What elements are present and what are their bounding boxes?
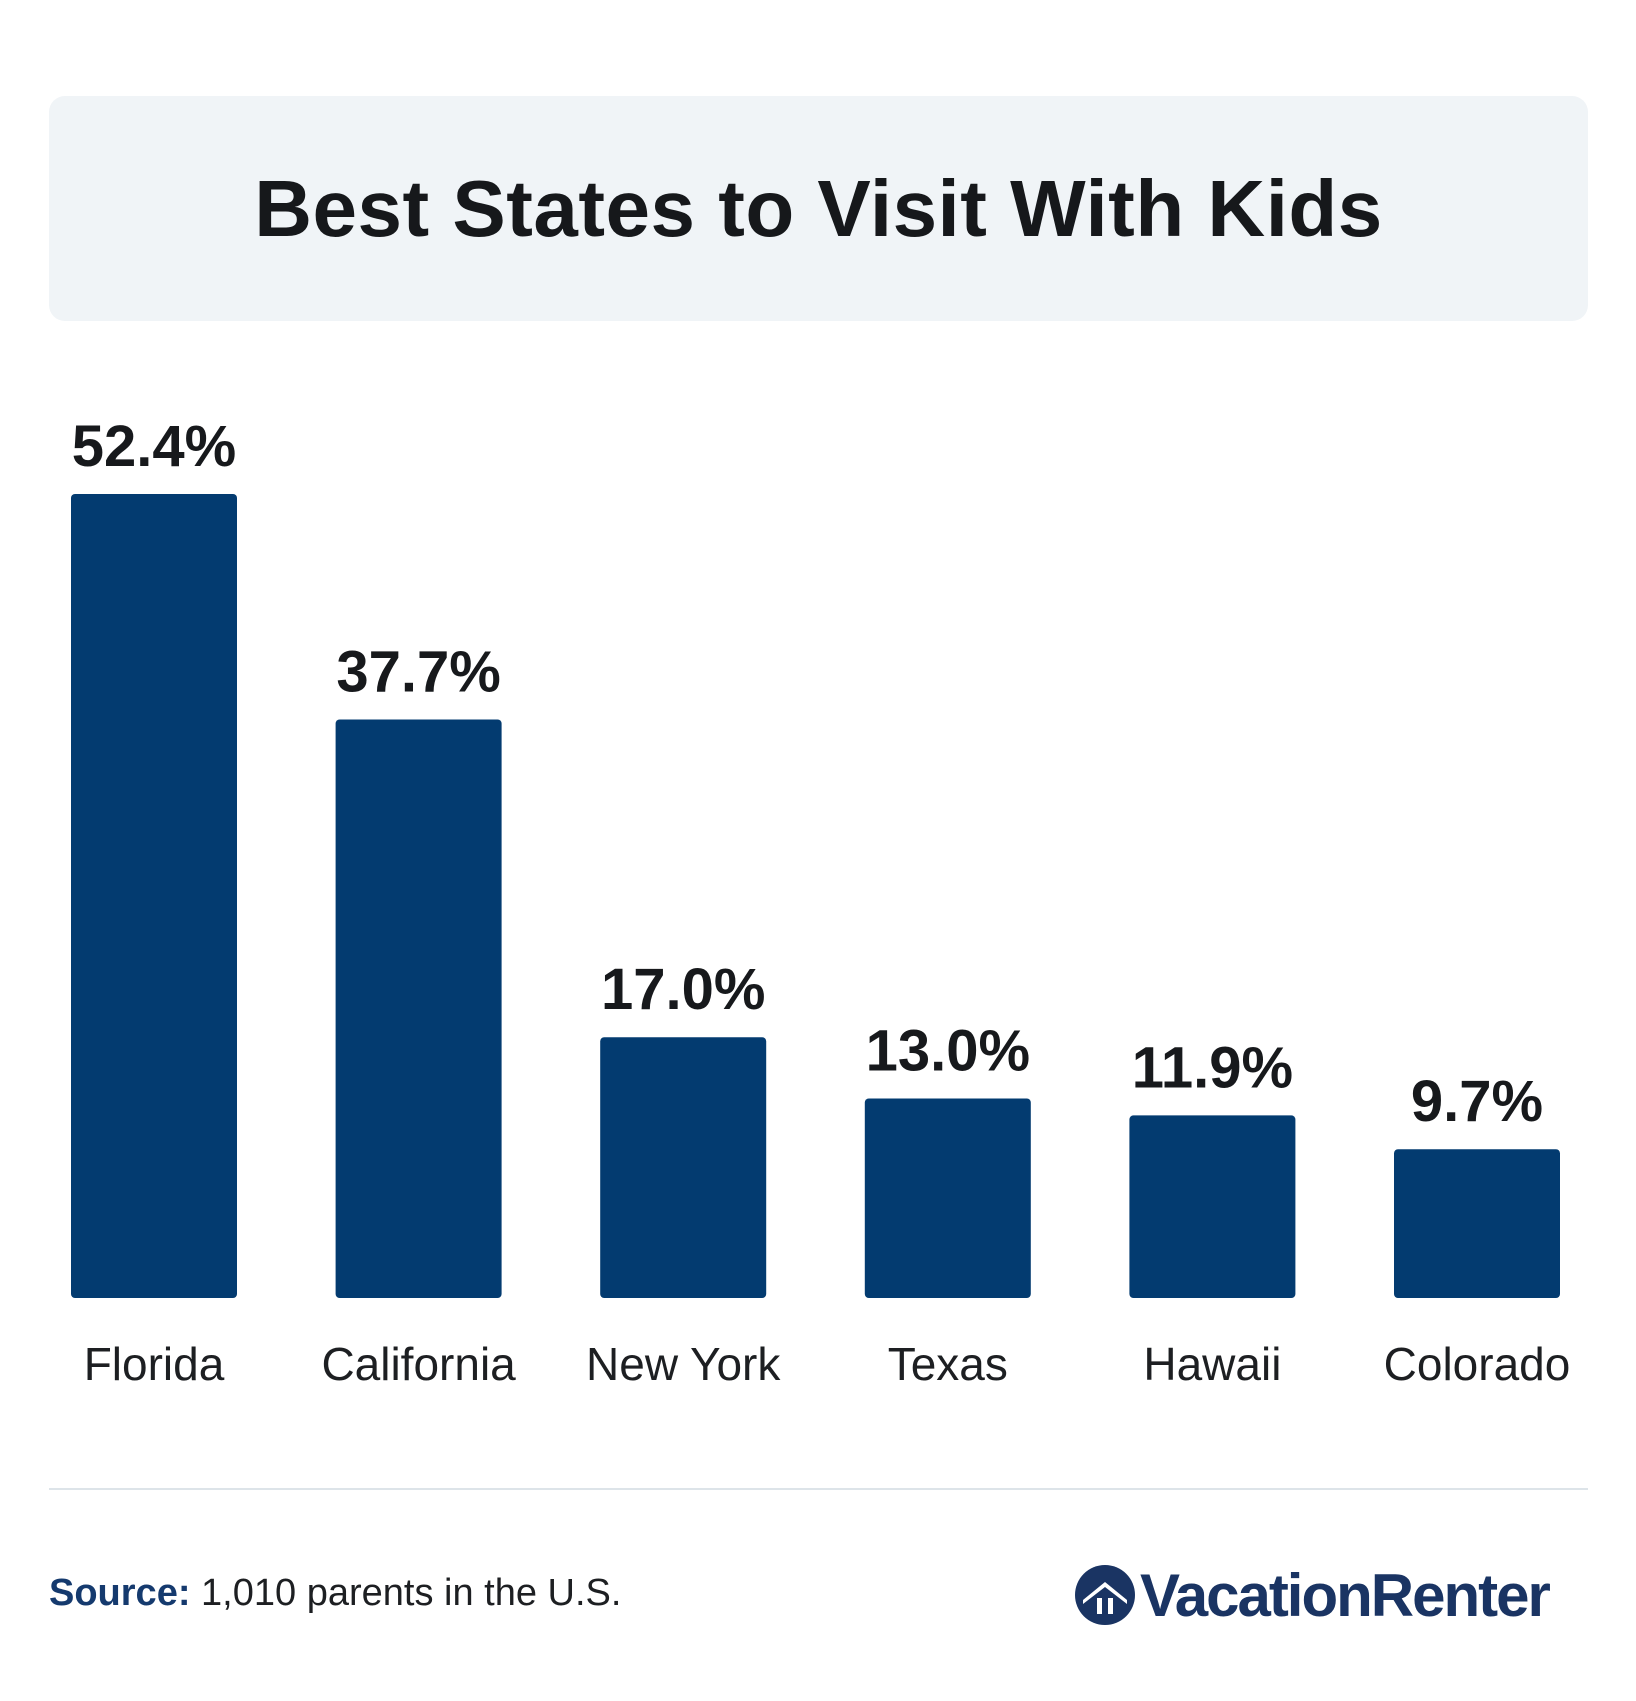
bar-texas: [864, 1098, 1031, 1298]
source-text: 1,010 parents in the U.S.: [190, 1572, 622, 1614]
category-label: Texas: [888, 1338, 1008, 1390]
chart-title: Best States to Visit With Kids: [254, 163, 1383, 253]
category-label: Hawaii: [1143, 1338, 1281, 1390]
category-label: Florida: [84, 1338, 225, 1390]
data-label: 11.9%: [1132, 1035, 1293, 1100]
source-note: Source: 1,010 parents in the U.S.: [49, 1572, 621, 1615]
house-in-circle-icon: [1075, 1565, 1135, 1625]
data-label: 17.0%: [601, 957, 765, 1022]
data-label: 37.7%: [336, 640, 500, 705]
bar-colorado: [1394, 1149, 1560, 1298]
category-label: New York: [586, 1338, 781, 1390]
bar-hawaii: [1129, 1115, 1296, 1298]
data-label: 9.7%: [1411, 1069, 1543, 1134]
category-label: Colorado: [1384, 1338, 1571, 1390]
bar-california: [335, 719, 502, 1298]
source-label: Source:: [49, 1572, 191, 1614]
category-label: California: [321, 1338, 516, 1390]
data-label: 52.4%: [72, 414, 236, 479]
brand-logo: VacationRenter: [1074, 1560, 1551, 1630]
bar-new-york: [600, 1037, 767, 1298]
bar-florida: [71, 494, 237, 1298]
title-banner: Best States to Visit With Kids: [49, 96, 1588, 321]
brand-name: VacationRenter: [1140, 1561, 1551, 1629]
bar-chart: 52.4% Florida 37.7% California 17.0% New York…: [71, 414, 1571, 1390]
footer-divider: [49, 1488, 1588, 1490]
data-label: 13.0%: [866, 1019, 1030, 1084]
